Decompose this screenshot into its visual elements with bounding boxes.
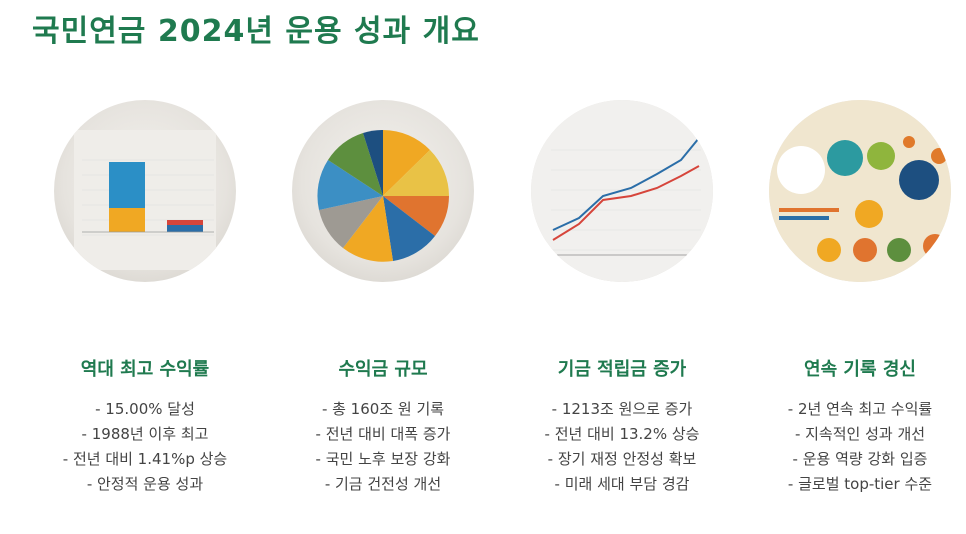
list-item: - 미래 세대 부담 경감 — [554, 475, 690, 493]
list-item: - 2년 연속 최고 수익률 — [787, 400, 933, 418]
list-item: - 전년 대비 대폭 증가 — [315, 425, 451, 443]
list-item: - 1213조 원으로 증가 — [551, 400, 693, 418]
list-item: - 글로벌 top-tier 수준 — [787, 475, 933, 493]
list-item: - 지속적인 성과 개선 — [794, 425, 926, 443]
card-title: 수익금 규모 — [338, 359, 428, 380]
list-item: - 전년 대비 1.41%p 상승 — [62, 450, 228, 468]
line-chart-icon — [531, 100, 713, 282]
bullet-list: - 1213조 원으로 증가 - 전년 대비 13.2% 상승 - 장기 재정 … — [512, 397, 732, 497]
card-title: 역대 최고 수익률 — [80, 359, 210, 380]
card-consecutive-records: 연속 기록 경신 - 2년 연속 최고 수익률 - 지속적인 성과 개선 - 운… — [760, 100, 960, 520]
card-title: 기금 적립금 증가 — [557, 359, 687, 380]
card-record-return: 역대 최고 수익률 - 15.00% 달성 - 1988년 이후 최고 - 전년… — [45, 100, 245, 520]
page-title: 국민연금 2024년 운용 성과 개요 — [32, 14, 480, 49]
list-item: - 안정적 운용 성과 — [86, 475, 204, 493]
list-item: - 국민 노후 보장 강화 — [315, 450, 451, 468]
card-title: 연속 기록 경신 — [804, 359, 916, 380]
list-item: - 총 160조 원 기록 — [321, 400, 445, 418]
card-fund-growth: 기금 적립금 증가 - 1213조 원으로 증가 - 전년 대비 13.2% 상… — [522, 100, 722, 520]
bar-chart-icon — [54, 100, 236, 282]
bullet-list: - 15.00% 달성 - 1988년 이후 최고 - 전년 대비 1.41%p… — [35, 397, 255, 497]
card-profit-scale: 수익금 규모 - 총 160조 원 기록 - 전년 대비 대폭 증가 - 국민 … — [283, 100, 483, 520]
infographic-icon — [769, 100, 951, 282]
pie-chart-icon — [292, 100, 474, 282]
list-item: - 운용 역량 강화 입증 — [792, 450, 928, 468]
bullet-list: - 2년 연속 최고 수익률 - 지속적인 성과 개선 - 운용 역량 강화 입… — [750, 397, 966, 497]
list-item: - 1988년 이후 최고 — [81, 425, 209, 443]
list-item: - 기금 건전성 개선 — [324, 475, 442, 493]
list-item: - 전년 대비 13.2% 상승 — [544, 425, 700, 443]
list-item: - 장기 재정 안정성 확보 — [547, 450, 697, 468]
bullet-list: - 총 160조 원 기록 - 전년 대비 대폭 증가 - 국민 노후 보장 강… — [273, 397, 493, 497]
list-item: - 15.00% 달성 — [95, 400, 195, 418]
